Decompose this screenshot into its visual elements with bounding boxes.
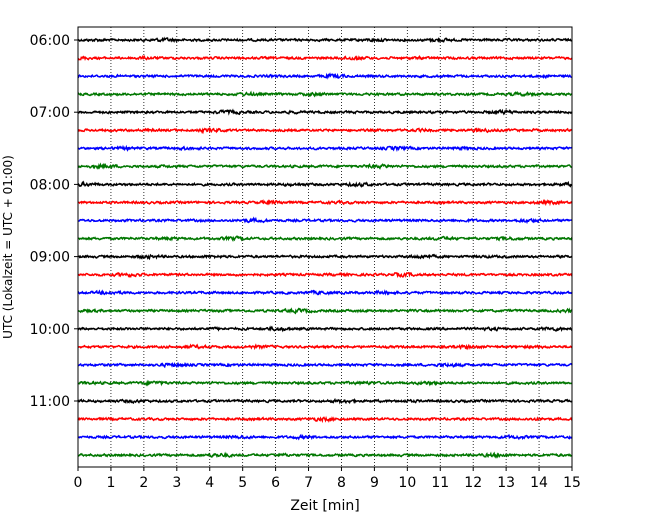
y-tick-label: 08:00 <box>30 177 70 193</box>
trace-0700 <box>77 108 573 116</box>
x-axis-ticks: 0 1 2 3 4 5 6 7 8 9 10 11 12 13 14 15 <box>74 467 581 491</box>
x-tick-label: 6 <box>271 475 280 491</box>
y-tick-label: 09:00 <box>30 250 70 266</box>
trace-0645 <box>77 90 573 98</box>
trace-0615 <box>77 54 573 62</box>
x-tick-label: 3 <box>172 475 181 491</box>
x-tick-label: 11 <box>431 475 449 491</box>
trace-0945 <box>77 307 573 315</box>
y-tick-label: 10:00 <box>30 322 70 338</box>
x-tick-label: 7 <box>304 475 313 491</box>
trace-0745 <box>77 162 573 170</box>
trace-0800 <box>77 180 573 188</box>
trace-1145 <box>77 451 573 459</box>
x-tick-label: 1 <box>106 475 115 491</box>
x-tick-label: 8 <box>337 475 346 491</box>
trace-0900 <box>77 253 573 261</box>
trace-0815 <box>77 198 573 207</box>
trace-0830 <box>77 216 573 225</box>
trace-0715 <box>77 126 573 135</box>
trace-1130 <box>77 433 573 441</box>
trace-1015 <box>77 343 573 351</box>
trace-0845 <box>78 235 573 243</box>
x-tick-label: 2 <box>139 475 148 491</box>
x-tick-label: 5 <box>238 475 247 491</box>
trace-1115 <box>77 415 573 424</box>
x-tick-label: 9 <box>370 475 379 491</box>
trace-0930 <box>77 289 573 296</box>
trace-0730 <box>77 144 573 152</box>
y-axis-label: UTC (Lokalzeit = UTC + 01:00) <box>1 155 15 339</box>
trace-layer <box>77 36 573 459</box>
trace-0600 <box>77 36 573 44</box>
x-tick-label: 4 <box>205 475 214 491</box>
x-tick-label: 13 <box>497 475 515 491</box>
y-tick-label: 11:00 <box>30 394 70 410</box>
x-tick-label: 12 <box>464 475 482 491</box>
y-axis-ticks: 06:00 07:00 08:00 09:00 10:00 11:00 <box>30 33 78 410</box>
grid-layer <box>110 27 540 467</box>
y-tick-label: 07:00 <box>30 105 70 121</box>
x-tick-label: 0 <box>74 475 83 491</box>
trace-1100 <box>77 397 573 405</box>
x-tick-label: 10 <box>398 475 416 491</box>
trace-1030 <box>77 361 573 369</box>
x-axis-label: Zeit [min] <box>290 498 359 514</box>
plot-frame <box>77 26 573 468</box>
x-tick-label: 15 <box>563 475 581 491</box>
trace-0915 <box>77 271 573 279</box>
trace-1045 <box>77 379 573 387</box>
y-tick-label: 06:00 <box>30 33 70 49</box>
trace-1000 <box>77 325 573 333</box>
x-tick-label: 14 <box>530 475 548 491</box>
trace-0630 <box>77 72 573 80</box>
